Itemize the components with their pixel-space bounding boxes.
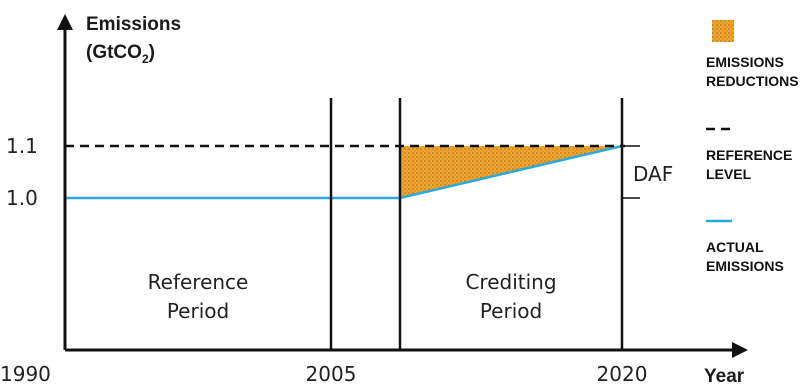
legend-reductions-line2: REDUCTIONS [706, 73, 799, 89]
y-tick-1-1: 1.1 [6, 134, 38, 158]
y-axis-title-line1: Emissions [86, 14, 181, 35]
x-tick-2005: 2005 [306, 362, 357, 386]
daf-label: DAF [633, 162, 673, 186]
legend-actual-line2: EMISSIONS [706, 258, 784, 274]
x-axis-arrow-icon [732, 342, 748, 358]
legend-reductions-line1: EMISSIONS [706, 54, 784, 70]
legend-actual-line1: ACTUAL [706, 239, 764, 255]
y-axis-arrow-icon [57, 14, 73, 30]
legend-reference-line1: REFERENCE [706, 147, 792, 163]
crediting-period-label-line1: Crediting [465, 270, 556, 294]
legend-reductions-swatch-icon [712, 20, 734, 42]
crediting-period-label-line2: Period [480, 299, 542, 323]
y-axis-title-line2: (GtCO2) [86, 42, 155, 66]
reference-period-label-line1: Reference [148, 270, 249, 294]
x-tick-2020: 2020 [597, 362, 648, 386]
x-axis-title: Year [704, 366, 745, 387]
legend-reference-line2: LEVEL [706, 166, 752, 182]
x-tick-1990: 1990 [0, 362, 51, 386]
y-tick-1-0: 1.0 [6, 186, 38, 210]
reference-period-label-line2: Period [167, 299, 229, 323]
